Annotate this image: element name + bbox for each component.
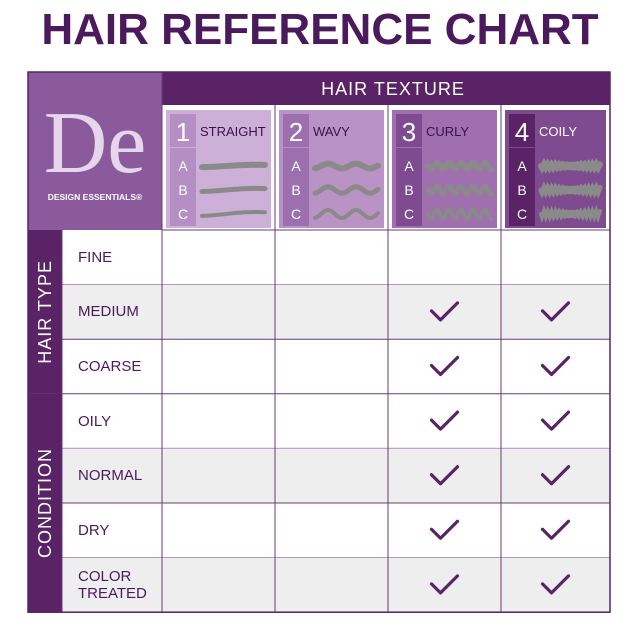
logo-brand: DESIGN ESSENTIALS® <box>48 192 143 202</box>
level-label: B <box>404 182 413 198</box>
header: HAIR TEXTURE <box>321 79 465 99</box>
hair-swatch <box>199 185 268 194</box>
level-label: A <box>517 158 527 174</box>
hair-swatch <box>538 157 603 174</box>
level-label: B <box>291 182 300 198</box>
hair-swatch <box>426 206 493 222</box>
texture-name: COILY <box>539 124 577 139</box>
check-mark <box>540 410 571 431</box>
row-label: MEDIUM <box>78 303 139 321</box>
level-label: C <box>291 206 301 222</box>
row-label: FINE <box>78 248 113 266</box>
check-mark <box>429 301 460 322</box>
texture-number: 1 <box>176 117 190 147</box>
level-label: B <box>178 182 187 198</box>
row-label: COLOR TREATED <box>78 567 147 602</box>
check-mark <box>429 410 460 431</box>
level-strip <box>170 148 196 226</box>
row-shade <box>62 284 610 340</box>
hair-swatch <box>538 181 603 199</box>
hair-swatch <box>200 210 267 218</box>
hair-swatch <box>313 207 380 221</box>
texture-number: 4 <box>515 117 529 147</box>
header-bar <box>162 72 610 105</box>
hair-swatch <box>425 159 494 173</box>
check-mark <box>429 355 460 377</box>
row-label: COARSE <box>78 357 142 375</box>
level-strip <box>283 148 309 226</box>
texture-name: WAVY <box>313 124 350 139</box>
hair-swatch <box>312 160 381 172</box>
check-mark <box>429 465 460 486</box>
check-mark <box>429 519 460 540</box>
row-shade <box>62 448 610 503</box>
group-band <box>28 230 62 394</box>
group-label: HAIR TYPE <box>35 260 55 364</box>
check-mark <box>540 355 571 377</box>
logo-monogram: De <box>44 95 147 192</box>
group-band <box>28 393 62 613</box>
level-label: A <box>404 158 414 174</box>
texture-number: 2 <box>289 117 303 147</box>
texture-name: STRAIGHT <box>200 124 266 139</box>
hair-swatch <box>425 183 494 197</box>
texture-number: 3 <box>402 117 416 147</box>
row-label: DRY <box>78 521 110 539</box>
group-label: CONDITION <box>35 448 55 558</box>
number-box <box>170 114 196 147</box>
row-shade <box>62 557 610 613</box>
level-label: B <box>517 182 526 198</box>
level-label: C <box>404 206 414 222</box>
level-strip <box>509 148 535 226</box>
logo-panel <box>28 72 162 230</box>
level-label: A <box>291 158 301 174</box>
row-label: NORMAL <box>78 467 143 485</box>
number-box <box>283 114 309 147</box>
hair-swatch <box>312 184 381 196</box>
check-mark <box>429 574 460 595</box>
number-box <box>396 114 422 147</box>
table-border <box>27 71 611 613</box>
check-mark <box>540 519 571 540</box>
level-label: C <box>517 206 527 222</box>
number-box <box>509 114 535 147</box>
check-mark <box>540 574 571 595</box>
texture-name: CURLY <box>426 124 469 139</box>
check-mark <box>540 301 571 322</box>
level-label: A <box>178 158 188 174</box>
row-label: OILY <box>78 412 112 430</box>
check-mark <box>540 465 571 486</box>
level-label: C <box>178 206 188 222</box>
hair-swatch <box>539 204 602 224</box>
level-strip <box>396 148 422 226</box>
title: HAIR REFERENCE CHART <box>41 5 598 54</box>
hair-swatch <box>199 161 268 171</box>
